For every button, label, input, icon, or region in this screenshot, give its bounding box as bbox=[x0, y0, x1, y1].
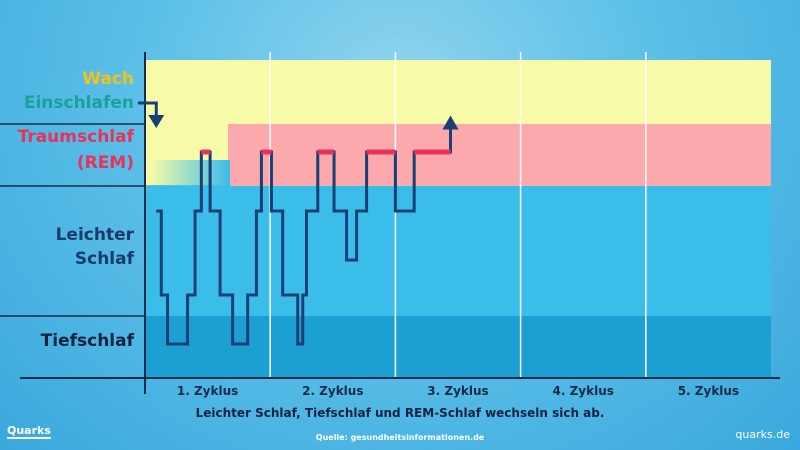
cycle-dividers bbox=[269, 52, 647, 378]
x-tick-label: 2. Zyklus bbox=[302, 384, 363, 398]
x-tick-label: 1. Zyklus bbox=[177, 384, 238, 398]
stage-label-rem: (REM) bbox=[77, 153, 134, 173]
wake-arrow-head bbox=[442, 115, 459, 130]
band-tief bbox=[145, 316, 771, 378]
band-rem bbox=[228, 124, 771, 186]
quarks-logo: Quarks bbox=[7, 424, 51, 439]
hypnogram-series bbox=[138, 101, 459, 346]
stage-bands bbox=[145, 60, 771, 378]
stage-label-tief: Tiefschlaf bbox=[41, 331, 135, 351]
stage-label-leicht: Schlaf bbox=[75, 249, 135, 269]
stage-label-einschlafen: Einschlafen bbox=[24, 93, 134, 113]
band-fade bbox=[150, 160, 230, 186]
stage-label-leicht: Leichter bbox=[56, 225, 135, 245]
x-tick-label: 4. Zyklus bbox=[553, 384, 614, 398]
x-tick-label: 3. Zyklus bbox=[427, 384, 488, 398]
stage-label-rem: Traumschlaf bbox=[18, 127, 135, 147]
einschlafen-arrow-line bbox=[138, 101, 158, 118]
watermark-text: quarks.de bbox=[735, 428, 790, 441]
stage-labels: Wach Traumschlaf (REM) Leichter Schlaf Tiefsc… bbox=[0, 69, 145, 351]
x-tick-labels: 1. Zyklus 2. Zyklus 3. Zyklus 4. Zyklus 5. Z… bbox=[177, 384, 739, 398]
stage-label-wach: Wach bbox=[82, 69, 134, 89]
einschlafen-arrow-head bbox=[148, 115, 165, 129]
chart-caption: Leichter Schlaf, Tiefschlaf und REM-Schl… bbox=[195, 406, 605, 420]
hypnogram-line bbox=[156, 127, 452, 346]
axes bbox=[20, 52, 780, 394]
chart-source: Quelle: gesundheitsinformationen.de bbox=[315, 433, 485, 442]
band-leicht bbox=[145, 186, 771, 316]
x-tick-label: 5. Zyklus bbox=[678, 384, 739, 398]
